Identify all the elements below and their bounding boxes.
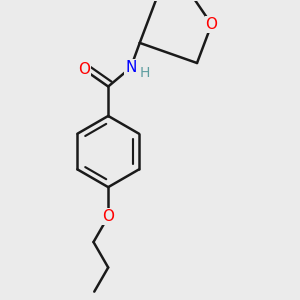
Text: O: O [78,62,90,77]
Text: H: H [140,66,150,80]
Text: O: O [102,209,114,224]
Text: O: O [206,17,218,32]
Text: N: N [125,60,136,75]
